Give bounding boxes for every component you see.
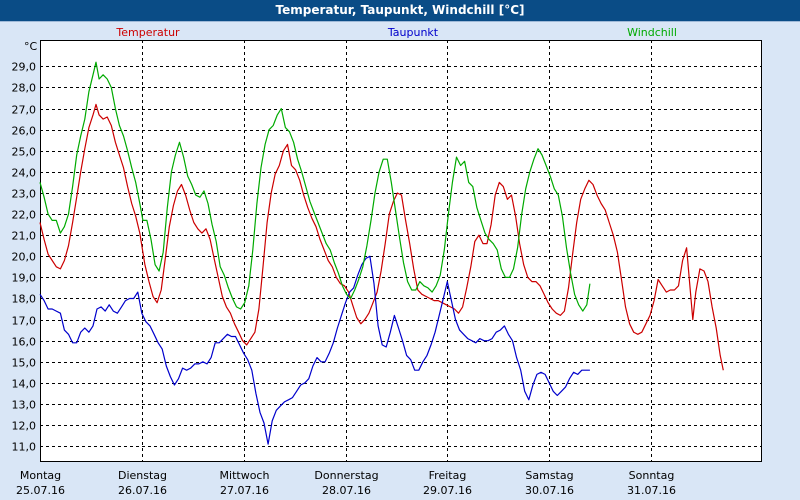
y-tick-label: 18,0 [12, 293, 37, 306]
x-date-label: 25.07.16 [16, 484, 65, 497]
chart-title: Temperatur, Taupunkt, Windchill [°C] [0, 0, 800, 22]
plot-frame [40, 40, 762, 462]
x-date-label: 27.07.16 [220, 484, 269, 497]
y-tick-label: 19,0 [12, 272, 37, 285]
y-tick-label: 20,0 [12, 251, 37, 264]
y-tick-label: 16,0 [12, 336, 37, 349]
x-day-label: Sonntag [629, 469, 675, 482]
plot-area [40, 40, 762, 462]
y-tick-label: 24,0 [12, 167, 37, 180]
series-line-temperatur [39, 103, 724, 371]
y-tick-label: 29,0 [12, 61, 37, 74]
y-tick-label: 22,0 [12, 209, 37, 222]
y-tick-label: 12,0 [12, 420, 37, 433]
x-date-label: 31.07.16 [627, 484, 676, 497]
x-day-label: Mittwoch [220, 469, 270, 482]
series-lines [39, 61, 724, 445]
y-tick-label: 28,0 [12, 82, 37, 95]
legend-entry-temperatur: Temperatur [115, 26, 180, 39]
y-tick-label: 17,0 [12, 315, 37, 328]
y-tick-label: 14,0 [12, 378, 37, 391]
x-day-label: Montag [20, 469, 61, 482]
y-tick-label: 27,0 [12, 104, 37, 117]
x-date-label: 30.07.16 [525, 484, 574, 497]
x-day-label: Dienstag [118, 469, 167, 482]
y-tick-labels: 11,0 12,0 13,0 14,0 15,0 16,0 17,0 18,0 19,0 20,0… [12, 61, 37, 454]
x-day-label: Donnerstag [314, 469, 378, 482]
series-line-windchill [39, 61, 591, 312]
y-tick-label: 23,0 [12, 188, 37, 201]
y-tick-label: 13,0 [12, 399, 37, 412]
y-tick-label: 26,0 [12, 125, 37, 138]
series-line-taupunkt [39, 255, 590, 445]
x-tick-labels: Montag 25.07.16 Dienstag 26.07.16 Mittwoch 27… [16, 469, 676, 497]
y-tick-label: 11,0 [12, 441, 37, 454]
x-date-label: 29.07.16 [423, 484, 472, 497]
legend-entry-taupunkt: Taupunkt [387, 26, 439, 39]
y-tick-label: 25,0 [12, 146, 37, 159]
legend: Temperatur Taupunkt Windchill [115, 26, 677, 39]
y-axis-unit: °C [24, 40, 38, 53]
x-date-label: 28.07.16 [322, 484, 371, 497]
legend-entry-windchill: Windchill [627, 26, 677, 39]
y-tick-label: 21,0 [12, 230, 37, 243]
x-day-label: Samstag [525, 469, 573, 482]
grid-lines [40, 40, 762, 462]
x-date-label: 26.07.16 [118, 484, 167, 497]
y-tick-label: 15,0 [12, 357, 37, 370]
chart-svg: °C 11,0 12,0 13,0 14,0 15,0 16,0 17,0 18,0 19,0 2… [12, 26, 762, 497]
x-day-label: Freitag [429, 469, 467, 482]
